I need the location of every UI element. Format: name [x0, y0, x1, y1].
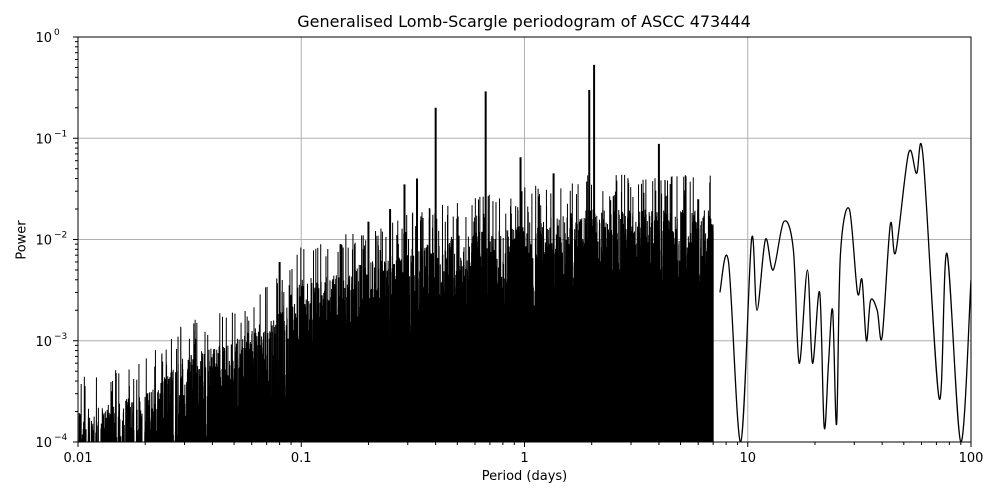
- svg-text:−3: −3: [54, 332, 67, 342]
- svg-text:−4: −4: [54, 433, 68, 443]
- svg-text:−2: −2: [54, 231, 67, 241]
- x-tick-label: 10: [739, 451, 756, 466]
- smooth-tail: [719, 143, 971, 442]
- y-tick-label: 10: [35, 335, 52, 350]
- x-axis-ticks: 0.01 0.1 1 10 100: [64, 442, 984, 466]
- peak-lines: [278, 64, 700, 442]
- svg-text:−1: −1: [54, 129, 67, 139]
- x-tick-label: 0.1: [291, 451, 312, 466]
- x-axis-label: Period (days): [481, 469, 568, 484]
- x-tick-label: 0.01: [64, 451, 93, 466]
- y-tick-label: 10: [35, 436, 52, 451]
- x-tick-label: 1: [520, 451, 528, 466]
- y-tick-label: 10: [35, 234, 52, 249]
- chart-title: Generalised Lomb-Scargle periodogram of …: [297, 12, 751, 31]
- y-tick-label: 10: [35, 31, 52, 46]
- y-tick-label: 10: [35, 132, 52, 147]
- periodogram-line: [78, 64, 971, 442]
- svg-text:0: 0: [54, 28, 60, 38]
- x-tick-label: 100: [959, 451, 984, 466]
